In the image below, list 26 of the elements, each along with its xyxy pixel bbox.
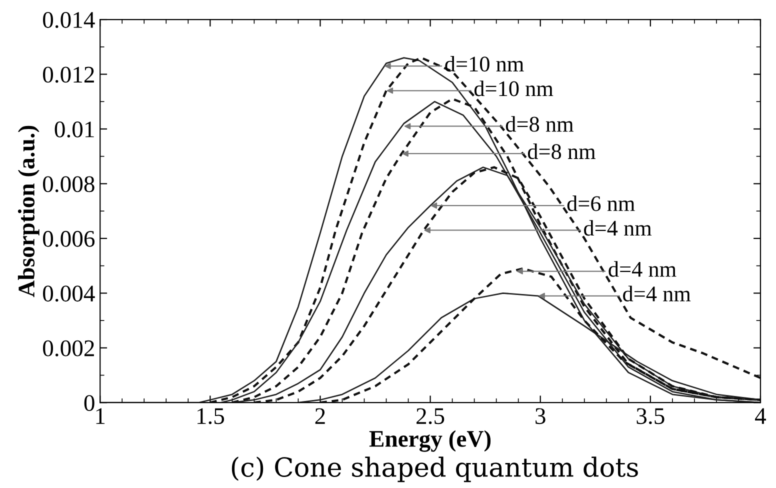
- x-tick-label: 3.5: [636, 408, 664, 424]
- x-tick-label: 2.5: [416, 408, 444, 424]
- y-tick-label: 0.002: [43, 340, 94, 356]
- y-tick-label: 0.012: [43, 66, 94, 83]
- y-tick-label: 0.004: [43, 286, 95, 302]
- y-tick-label: 0.014: [43, 12, 95, 28]
- annotation: d=4 nm: [623, 286, 691, 302]
- y-tick-label: 0.006: [43, 230, 95, 247]
- x-axis-title: Energy (eV): [369, 430, 491, 452]
- y-tick-label: 0: [84, 395, 94, 412]
- annotation: d=4 nm: [608, 261, 676, 277]
- x-tick-label: 1.5: [197, 408, 224, 424]
- x-tick-label: 3: [536, 408, 546, 424]
- annotation: d=8 nm: [528, 144, 596, 160]
- y-tick-label: 0.01: [54, 121, 94, 138]
- annotation: d=10 nm: [445, 56, 524, 72]
- x-tick-label: 4: [755, 408, 766, 424]
- annotation: d=6 nm: [567, 196, 635, 212]
- y-axis-title: Absorption (a.u.): [18, 126, 40, 298]
- y-tick-label: 0.008: [43, 176, 94, 192]
- annotation: d=8 nm: [506, 116, 574, 132]
- x-tick-label: 2: [315, 408, 325, 424]
- annotation: d=4 nm: [584, 220, 652, 236]
- x-tick-label: 1: [96, 408, 105, 424]
- annotation: d=10 nm: [474, 80, 554, 96]
- text: (c) Cone shaped quantum dots: [232, 456, 638, 482]
